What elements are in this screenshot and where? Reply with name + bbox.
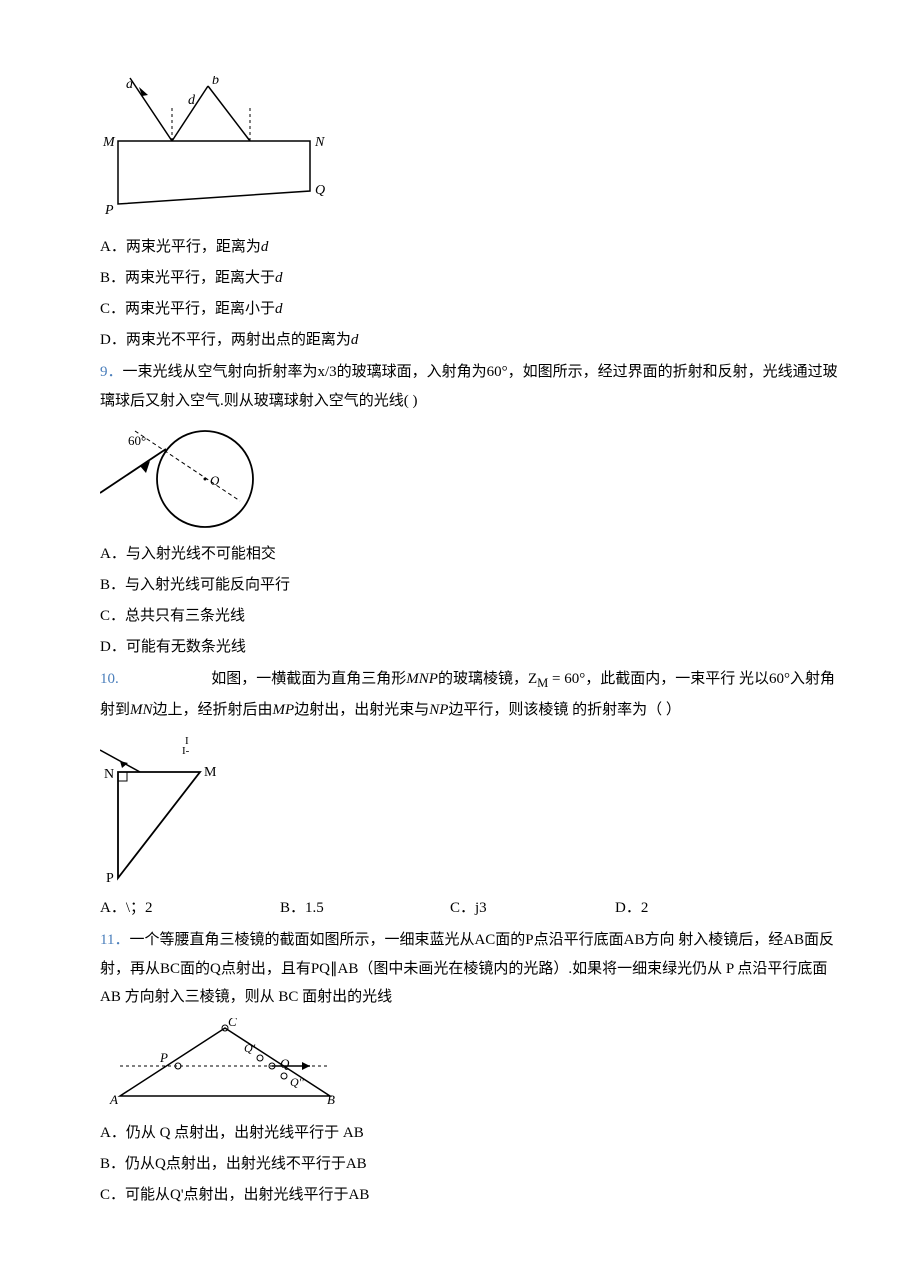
q11-label-B: B — [327, 1092, 335, 1107]
q11-option-b: B．仍从Q点射出，出射光线不平行于AB — [100, 1151, 840, 1178]
q10-label-I2: I- — [182, 745, 190, 757]
q9-option-a: A．与入射光线不可能相交 — [100, 541, 840, 568]
q8-option-d: D．两束光不平行，两射出点的距离为d — [100, 327, 840, 354]
q8-figure: d a b M N Q P — [100, 76, 840, 224]
q11-label-Qpp: Q'' — [290, 1075, 304, 1089]
q8-label-N: N — [314, 135, 325, 150]
q9-figure: 60° O — [100, 421, 840, 531]
q10-option-d: D．2 — [615, 895, 715, 922]
q8-label-M: M — [102, 135, 116, 150]
q9-option-c: C．总共只有三条光线 — [100, 603, 840, 630]
q11-figure: A B C P Q Q' Q'' — [100, 1018, 840, 1110]
q10-option-c: C．j3 — [450, 895, 615, 922]
q8-label-Q: Q — [315, 183, 325, 198]
q11-label-C: C — [228, 1018, 237, 1029]
q8-option-a: A．两束光平行，距离为d — [100, 234, 840, 261]
q10-label-P: P — [106, 871, 114, 885]
q10-figure: I I- N M P — [100, 730, 840, 885]
q10-text: 10. 如图，一横截面为直角三角形MNP的玻璃棱镜，ZM = 60°，此截面内，… — [100, 665, 840, 724]
q11-label-Qp: Q' — [244, 1041, 256, 1055]
q11-label-P: P — [159, 1050, 168, 1065]
q9-label-O: O — [210, 473, 220, 488]
q10-label-M: M — [204, 765, 217, 780]
q9-text: 9．一束光线从空气射向折射率为x/3的玻璃球面，入射角为60°，如图所示，经过界… — [100, 358, 840, 415]
q11-text: 11．一个等腰直角三棱镜的截面如图所示，一细束蓝光从AC面的P点沿平行底面AB方… — [100, 926, 840, 1012]
q9-label-angle: 60° — [128, 433, 146, 448]
q8-label-b: b — [212, 76, 219, 88]
q8-label-P: P — [104, 203, 114, 218]
q8-label-d: d — [188, 93, 196, 108]
q8-option-c: C．两束光平行，距离小于d — [100, 296, 840, 323]
q10-number: 10. — [100, 671, 119, 687]
q9-option-b: B．与入射光线可能反向平行 — [100, 572, 840, 599]
q11-option-a: A．仍从 Q 点射出，出射光线平行于 AB — [100, 1120, 840, 1147]
q11-option-c: C．可能从Q'点射出，出射光线平行于AB — [100, 1182, 840, 1209]
q11-label-Q: Q — [280, 1056, 290, 1071]
q11-label-A: A — [109, 1092, 118, 1107]
q9-number: 9． — [100, 364, 123, 380]
q8-option-b: B．两束光平行，距离大于d — [100, 265, 840, 292]
q10-option-b: B．1.5 — [280, 895, 450, 922]
q10-label-N: N — [104, 767, 114, 782]
q9-option-d: D．可能有无数条光线 — [100, 634, 840, 661]
q11-number: 11． — [100, 932, 129, 948]
q10-option-a: A．\；2 — [100, 895, 280, 922]
q8-label-a: a — [126, 77, 133, 92]
q10-options-row: A．\；2 B．1.5 C．j3 D．2 — [100, 895, 840, 922]
